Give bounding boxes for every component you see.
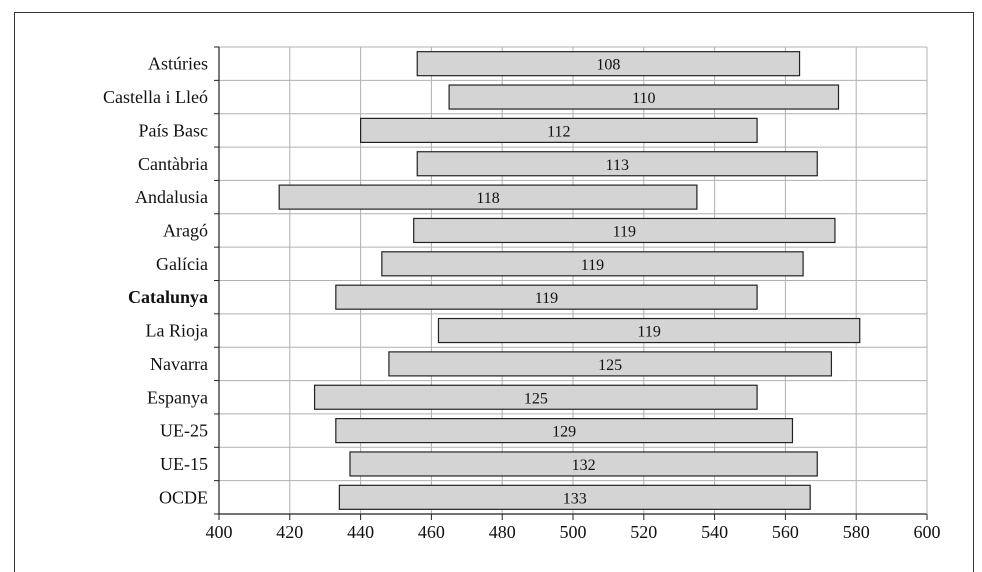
- range-bar: [278, 184, 698, 210]
- bar-value-label: 125: [598, 357, 622, 374]
- category-label: País Basc: [139, 120, 209, 140]
- category-label: UE-15: [160, 454, 208, 474]
- bar-value-label: 118: [476, 190, 499, 207]
- x-tick-label: 560: [772, 522, 799, 542]
- x-tick-label: 580: [843, 522, 870, 542]
- bar-value-label: 119: [613, 223, 636, 240]
- x-tick-label: 440: [347, 522, 374, 542]
- x-tick-label: 480: [489, 522, 516, 542]
- x-tick-label: 400: [206, 522, 233, 542]
- x-tick-label: 600: [914, 522, 941, 542]
- range-bar: [388, 351, 833, 377]
- category-label: OCDE: [159, 487, 208, 507]
- bar-value-label: 119: [637, 324, 660, 341]
- bar-value-label: 108: [596, 57, 620, 74]
- category-label: Aragó: [163, 220, 208, 240]
- x-tick-label: 420: [276, 522, 303, 542]
- category-label: Navarra: [150, 354, 208, 374]
- range-bar: [349, 451, 818, 477]
- category-label: Andalusia: [135, 187, 208, 207]
- range-bar: [448, 84, 840, 110]
- range-bar: [416, 151, 818, 177]
- x-tick-label: 540: [701, 522, 728, 542]
- range-bar: [360, 117, 758, 144]
- range-bar: [381, 251, 804, 277]
- bar-value-label: 132: [572, 457, 596, 474]
- bar-value-label: 133: [563, 490, 587, 507]
- bar-value-label: 129: [552, 424, 576, 441]
- x-tick-label: 520: [630, 522, 657, 542]
- bar-value-label: 112: [547, 123, 570, 140]
- range-bar: [338, 484, 811, 510]
- bar-value-label: 119: [535, 290, 558, 307]
- range-bar: [413, 217, 836, 244]
- x-tick-label: 500: [560, 522, 587, 542]
- category-label: Catalunya: [128, 287, 208, 307]
- category-label: Cantàbria: [138, 154, 208, 174]
- range-bar: [335, 417, 794, 444]
- category-label: Astúries: [148, 54, 208, 74]
- bar-value-label: 113: [606, 157, 629, 174]
- category-label: La Rioja: [146, 321, 208, 341]
- category-label: Galícia: [156, 254, 208, 274]
- range-bar: [335, 284, 758, 310]
- bar-value-label: 119: [581, 257, 604, 274]
- bar-value-label: 110: [632, 90, 655, 107]
- bar-value-label: 125: [524, 390, 548, 407]
- category-label: Castella i Lleó: [103, 87, 208, 107]
- category-label: UE-25: [160, 421, 208, 441]
- figure-frame: [14, 12, 974, 572]
- x-tick-label: 460: [418, 522, 445, 542]
- category-label: Espanya: [147, 387, 208, 407]
- range-bar: [437, 317, 861, 344]
- range-bar: [313, 384, 758, 410]
- range-bar: [416, 51, 801, 77]
